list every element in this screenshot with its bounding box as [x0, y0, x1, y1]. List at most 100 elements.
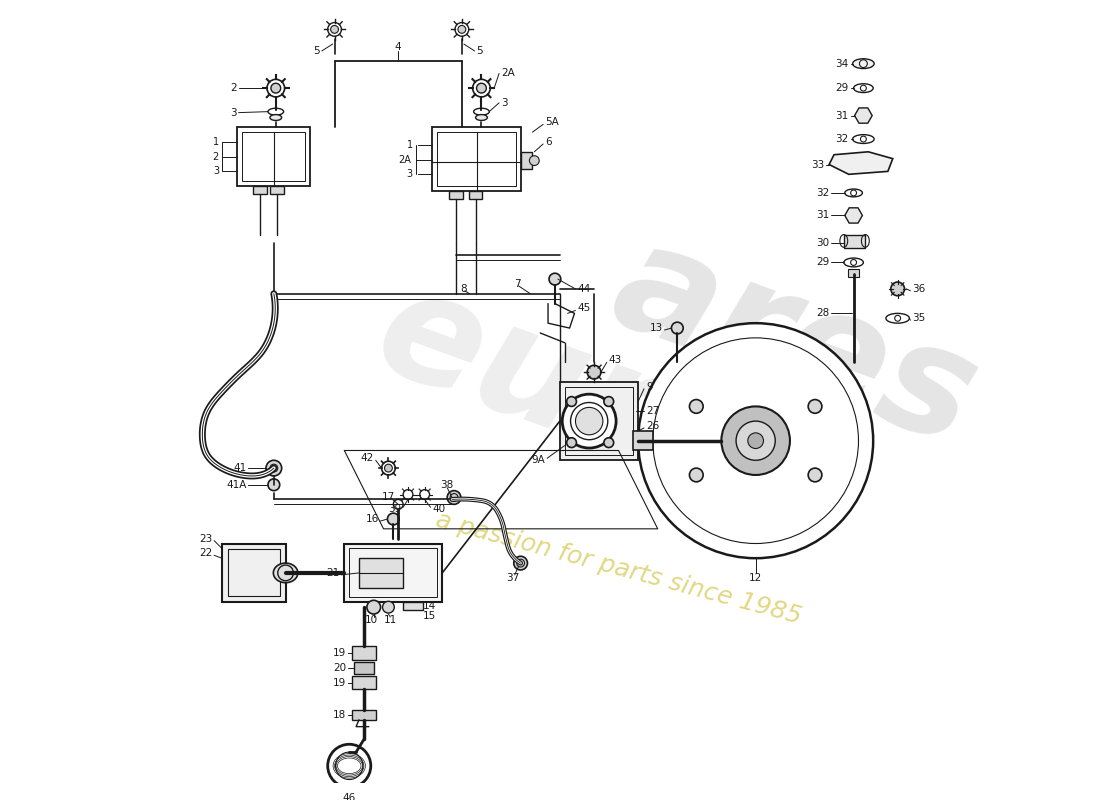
Text: 40: 40 [432, 504, 446, 514]
Circle shape [458, 26, 465, 34]
Text: 28: 28 [816, 308, 829, 318]
Circle shape [587, 366, 601, 379]
Bar [222, 543, 286, 602]
Text: 34: 34 [835, 58, 849, 69]
Bar [349, 549, 438, 598]
Circle shape [604, 438, 614, 447]
Circle shape [476, 83, 486, 93]
Circle shape [690, 399, 703, 414]
Bar [403, 602, 422, 610]
Text: 3: 3 [500, 98, 508, 108]
Circle shape [448, 490, 461, 504]
Text: 19: 19 [333, 648, 346, 658]
Bar [352, 676, 376, 690]
Bar [634, 431, 652, 450]
Circle shape [722, 406, 790, 475]
Circle shape [671, 322, 683, 334]
Text: 39: 39 [388, 504, 401, 514]
Text: 3: 3 [407, 170, 412, 179]
Text: a passion for parts since 1985: a passion for parts since 1985 [433, 507, 804, 629]
Bar [354, 662, 374, 674]
Text: 3: 3 [230, 108, 236, 118]
Text: 41A: 41A [226, 480, 246, 490]
Bar [344, 543, 442, 602]
Bar [432, 127, 520, 191]
Circle shape [383, 602, 394, 613]
Circle shape [850, 190, 857, 196]
Text: 29: 29 [835, 83, 849, 93]
Bar [253, 186, 267, 194]
Ellipse shape [475, 114, 487, 121]
Text: 11: 11 [384, 615, 397, 625]
Text: 18: 18 [333, 710, 346, 720]
Ellipse shape [273, 563, 298, 582]
Ellipse shape [575, 407, 603, 435]
Text: 22: 22 [199, 548, 212, 558]
Text: 32: 32 [816, 188, 829, 198]
Circle shape [271, 83, 281, 93]
Text: 27: 27 [646, 406, 659, 416]
Circle shape [808, 399, 822, 414]
Text: 32: 32 [835, 134, 849, 144]
Text: 3: 3 [213, 166, 219, 176]
Circle shape [514, 556, 528, 570]
Text: 8: 8 [460, 284, 466, 294]
Text: 9A: 9A [531, 455, 546, 466]
Text: 19: 19 [333, 678, 346, 687]
Circle shape [328, 744, 371, 787]
Circle shape [268, 479, 279, 490]
Text: 7: 7 [514, 279, 520, 289]
Circle shape [891, 282, 904, 296]
Bar [438, 132, 516, 186]
Text: 35: 35 [912, 314, 925, 323]
Circle shape [382, 462, 395, 475]
Text: 31: 31 [835, 110, 849, 121]
Bar [236, 127, 310, 186]
Text: 37: 37 [506, 573, 519, 582]
Circle shape [850, 259, 857, 266]
Bar [270, 186, 284, 194]
Circle shape [455, 22, 469, 36]
Text: 45: 45 [578, 303, 591, 314]
Circle shape [267, 79, 285, 97]
Circle shape [385, 464, 393, 472]
Text: 41: 41 [233, 463, 246, 473]
Ellipse shape [852, 58, 874, 69]
Text: 42: 42 [361, 454, 374, 463]
Circle shape [638, 323, 873, 558]
Text: 20: 20 [333, 663, 346, 673]
Ellipse shape [270, 114, 282, 121]
Text: 10: 10 [365, 615, 378, 625]
Circle shape [860, 86, 867, 91]
Circle shape [566, 438, 576, 447]
Bar [352, 710, 376, 720]
Text: 6: 6 [546, 137, 552, 147]
Bar [844, 235, 866, 248]
Text: 5A: 5A [546, 118, 559, 127]
Text: 5: 5 [314, 46, 320, 56]
Text: 21: 21 [327, 568, 340, 578]
Text: 23: 23 [199, 534, 212, 544]
Bar [228, 550, 279, 597]
Bar [359, 558, 403, 587]
Circle shape [328, 22, 341, 36]
Text: 13: 13 [649, 323, 662, 333]
Polygon shape [855, 108, 872, 123]
Text: 16: 16 [365, 514, 378, 524]
Text: 2: 2 [212, 152, 219, 162]
Circle shape [808, 468, 822, 482]
Bar [848, 270, 859, 277]
Text: 12: 12 [749, 573, 762, 582]
Bar [564, 387, 634, 455]
Circle shape [367, 600, 381, 614]
Circle shape [736, 421, 776, 460]
Circle shape [387, 513, 399, 525]
Text: 2: 2 [230, 83, 236, 93]
Text: 38: 38 [440, 480, 454, 490]
Circle shape [748, 433, 763, 449]
Text: ares: ares [594, 209, 996, 477]
Polygon shape [845, 208, 862, 223]
Circle shape [604, 397, 614, 406]
Circle shape [473, 79, 491, 97]
Bar [352, 646, 376, 660]
